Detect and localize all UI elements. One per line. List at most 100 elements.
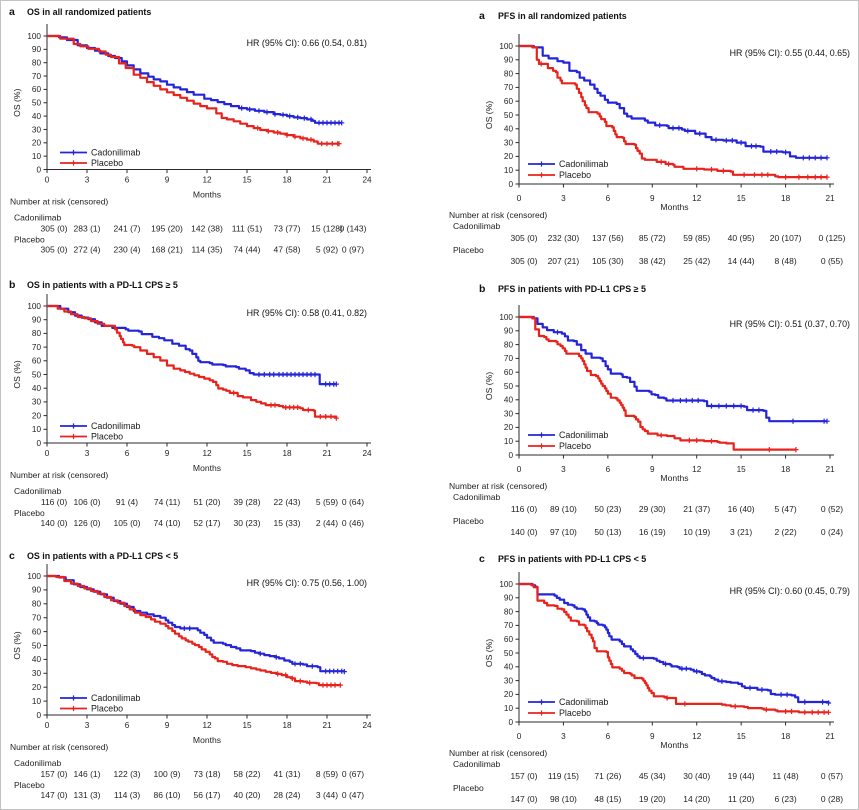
y-tick-label: 80 [32, 600, 42, 609]
legend-censor-marker [538, 432, 545, 438]
risk-value: 21 (37) [683, 504, 710, 514]
risk-value: 305 (0) [511, 256, 538, 266]
risk-value: 14 (20) [683, 794, 710, 804]
y-tick-label: 60 [504, 635, 514, 644]
risk-value: 15 (128) [311, 224, 343, 234]
risk-value: 157 (0) [511, 771, 538, 781]
y-tick-label: 30 [504, 138, 514, 147]
y-tick-label: 70 [32, 72, 42, 81]
x-tick-label: 0 [45, 449, 50, 458]
risk-value: 207 (21) [548, 256, 580, 266]
panel-letter: c [479, 553, 485, 565]
risk-table: Number at risk (censored)Cadonilimab 305 … [449, 210, 846, 266]
y-tick-label: 50 [504, 111, 514, 120]
risk-value: 30 (23) [234, 518, 261, 528]
legend-censor-marker [70, 149, 77, 156]
risk-row-label: Cadonilimab [453, 759, 501, 769]
x-tick-label: 9 [650, 465, 655, 474]
hr-annotation: HR (95% CI): 0.58 (0.41, 0.82) [247, 308, 367, 318]
y-tick-label: 60 [504, 97, 514, 106]
censor-marks-cadonilimab [256, 371, 339, 387]
y-tick-label: 90 [504, 56, 514, 65]
risk-value: 168 (21) [151, 245, 183, 255]
panel-os-cps-lt5: c OS in patients with a PD-L1 CPS < 5 HR (… [9, 550, 372, 800]
risk-value: 195 (20) [151, 224, 183, 234]
y-axis-label: OS (%) [484, 372, 494, 400]
risk-value: 98 (10) [550, 794, 577, 804]
risk-value: 51 (20) [194, 497, 221, 507]
risk-value: 122 (3) [114, 769, 141, 779]
x-tick-label: 12 [202, 721, 212, 730]
legend-label: Cadonilimab [559, 159, 608, 169]
risk-value: 114 (35) [191, 245, 222, 255]
y-tick-label: 40 [32, 384, 42, 393]
x-tick-label: 15 [737, 732, 747, 741]
panel-pfs-cps-lt5: c PFS in patients with PD-L1 CPS < 5 HR (9… [449, 553, 850, 804]
y-tick-label: 80 [32, 59, 42, 68]
risk-value: 116 (0) [41, 497, 67, 507]
y-axis-label: OS (%) [484, 639, 494, 667]
y-tick-label: 60 [32, 357, 42, 366]
x-tick-label: 12 [692, 465, 702, 474]
x-tick-label: 12 [692, 732, 702, 741]
risk-value: 52 (17) [194, 518, 221, 528]
panel-title: PFS in patients with PD-L1 CPS < 5 [498, 554, 646, 564]
y-tick-label: 80 [504, 607, 514, 616]
x-tick-label: 18 [282, 176, 292, 185]
y-axis-label: OS (%) [12, 360, 22, 388]
risk-value: 11 (48) [772, 771, 798, 781]
km-curve-placebo [519, 44, 827, 179]
y-tick-label: 40 [504, 663, 514, 672]
risk-value: 20 (107) [770, 233, 802, 243]
risk-row-label: Cadonilimab [453, 221, 501, 231]
x-tick-label: 15 [242, 176, 252, 185]
panel-letter: a [9, 6, 15, 18]
x-tick-label: 21 [825, 194, 835, 203]
y-tick-label: 90 [32, 316, 42, 325]
risk-value: 10 (19) [683, 527, 710, 537]
y-tick-label: 10 [504, 166, 514, 175]
x-axis-label: Months [193, 735, 221, 745]
x-tick-label: 18 [781, 194, 791, 203]
x-tick-label: 3 [85, 721, 90, 730]
x-tick-label: 21 [322, 176, 332, 185]
x-tick-label: 24 [362, 449, 372, 458]
risk-value: 283 (1) [74, 224, 101, 234]
y-tick-label: 60 [32, 627, 42, 636]
y-tick-label: 100 [499, 313, 513, 322]
x-tick-label: 3 [561, 732, 566, 741]
risk-value: 0 (52) [821, 504, 843, 514]
hr-annotation: HR (95% CI): 0.51 (0.37, 0.70) [730, 319, 850, 329]
risk-value: 15 (33) [274, 518, 301, 528]
risk-row-label: Cadonilimab [14, 758, 62, 768]
x-tick-label: 0 [45, 721, 50, 730]
y-tick-label: 60 [32, 85, 42, 94]
y-tick-label: 100 [27, 32, 41, 41]
y-tick-label: 70 [504, 83, 514, 92]
y-tick-label: 0 [36, 165, 41, 174]
y-tick-label: 20 [32, 411, 42, 420]
risk-value: 5 (92) [316, 245, 338, 255]
risk-value: 100 (9) [154, 769, 181, 779]
risk-value: 73 (18) [194, 769, 221, 779]
risk-value: 25 (42) [683, 256, 710, 266]
legend-label: Cadonilimab [91, 421, 140, 431]
censor-marks-placebo [658, 432, 799, 453]
y-tick-label: 50 [32, 99, 42, 108]
risk-value: 157 (0) [41, 769, 68, 779]
censor-marks-placebo [231, 390, 339, 421]
risk-value: 146 (1) [74, 769, 101, 779]
legend-censor-marker [70, 160, 77, 166]
risk-value: 59 (85) [683, 233, 710, 243]
legend-label: Placebo [559, 170, 591, 180]
risk-row-label: Placebo [14, 508, 45, 518]
legend-censor-marker [70, 705, 77, 712]
panel-letter: a [479, 10, 485, 22]
risk-table: Number at risk (censored) Cadonilimab116 … [10, 470, 364, 528]
risk-value: 97 (10) [550, 527, 577, 537]
km-curve-placebo [47, 574, 341, 687]
risk-value: 232 (30) [548, 233, 580, 243]
panel-pfs-all: a PFS in all randomized patients HR (95% C… [449, 10, 850, 266]
x-tick-label: 24 [362, 176, 372, 185]
